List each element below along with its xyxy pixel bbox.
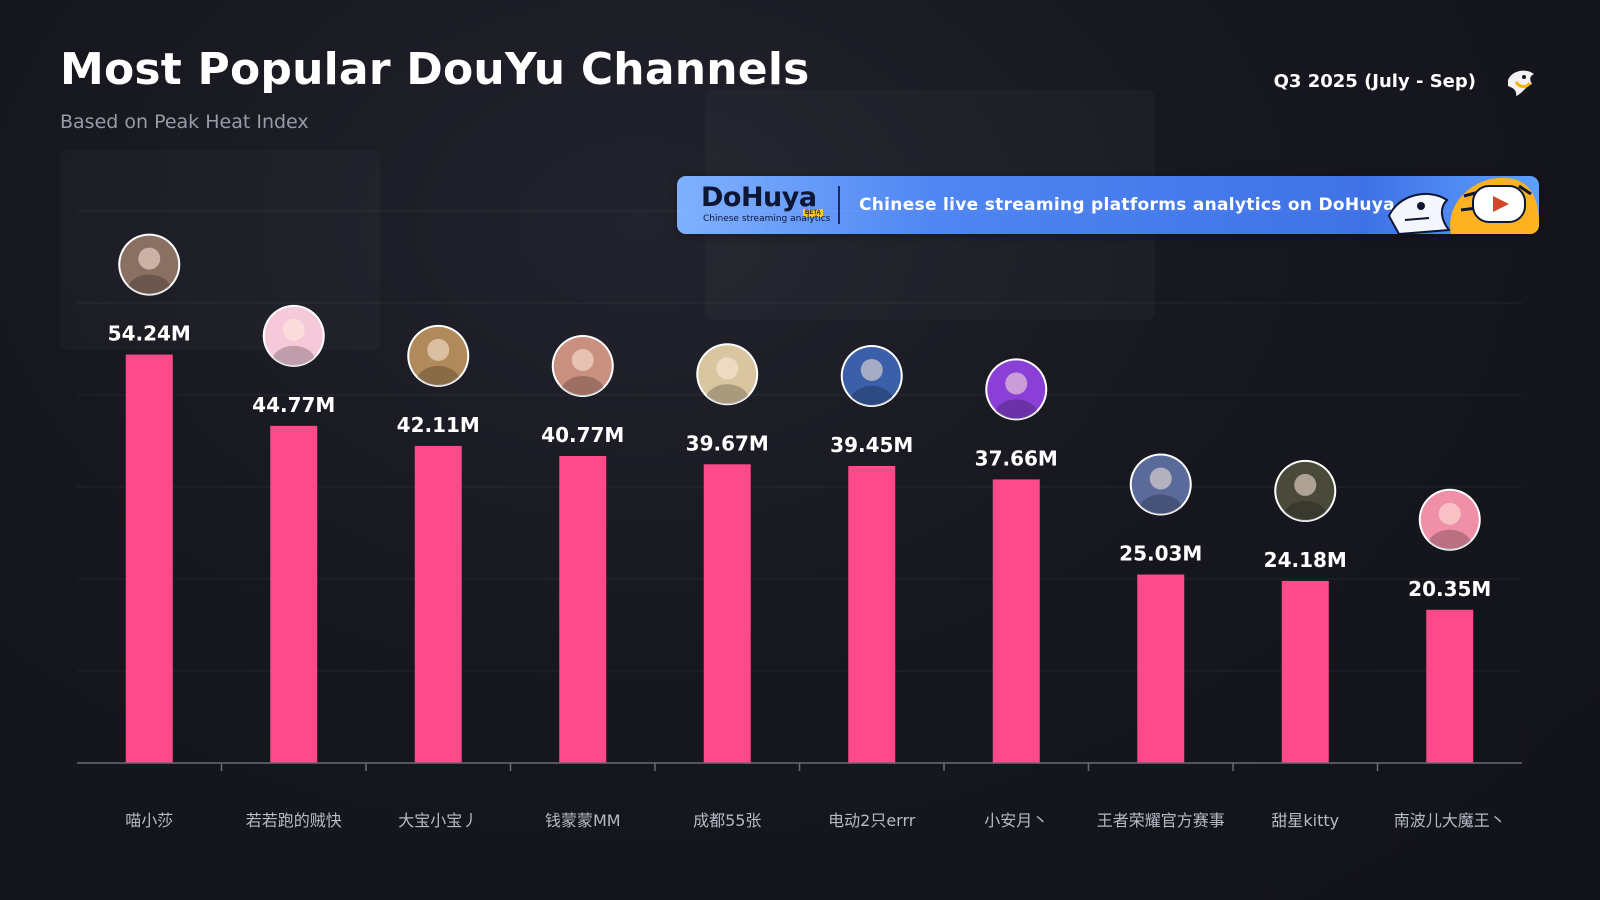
bar-value-label: 44.77M	[252, 393, 335, 417]
page-title: Most Popular DouYu Channels	[60, 44, 810, 95]
banner-link-text[interactable]: Chinese live streaming platforms analyti…	[859, 195, 1443, 215]
page-subtitle: Based on Peak Heat Index	[60, 111, 309, 133]
avatar-anime-icon[interactable]	[1418, 488, 1481, 562]
bar[interactable]	[1137, 574, 1185, 763]
bar-value-label: 25.03M	[1119, 542, 1202, 566]
category-label: 王者荣耀官方赛事	[1097, 811, 1225, 830]
bar[interactable]	[848, 465, 896, 763]
avatar-photo-icon[interactable]	[1274, 459, 1337, 533]
avatar-photo-icon[interactable]	[118, 233, 181, 307]
bar[interactable]	[559, 456, 607, 763]
category-label: 小安月丶	[984, 811, 1048, 830]
avatar-photo-icon[interactable]	[840, 344, 903, 418]
bar-value-label: 39.45M	[830, 433, 913, 457]
bar-value-label: 39.67M	[686, 431, 769, 455]
banner-tagline: Chinese streaming analytics	[703, 214, 831, 224]
shark-mascot-icon	[1508, 70, 1534, 96]
category-label: 电动2只errr	[828, 811, 916, 830]
bar[interactable]	[1281, 580, 1329, 763]
bar-value-label: 20.35M	[1408, 577, 1491, 601]
bar[interactable]	[1426, 609, 1474, 763]
avatar-kpl-logo-icon[interactable]	[1129, 453, 1192, 527]
bar[interactable]	[270, 425, 318, 763]
category-label: 喵小莎	[125, 811, 173, 830]
bar-value-label: 24.18M	[1264, 548, 1347, 572]
bar[interactable]	[125, 354, 173, 763]
category-label: 大宝小宝丿	[398, 811, 478, 830]
bar-value-label: 37.66M	[975, 446, 1058, 470]
category-label: 南波儿大魔王丶	[1394, 811, 1506, 830]
bar[interactable]	[703, 464, 751, 763]
bar-value-label: 54.24M	[108, 322, 191, 346]
avatar-dog-icon[interactable]	[696, 343, 759, 416]
avatar-pink-art-icon[interactable]	[262, 304, 325, 378]
banner-brand: DoHuya	[701, 182, 817, 213]
bar-value-label: 40.77M	[541, 423, 624, 447]
category-label: 成都55张	[693, 811, 761, 830]
bar[interactable]	[992, 479, 1040, 763]
category-label: 钱蒙蒙MM	[545, 811, 621, 830]
avatar-duo-photo-icon[interactable]	[407, 324, 470, 398]
bar-value-label: 42.11M	[397, 413, 480, 437]
bar[interactable]	[414, 445, 462, 763]
avatar-purple-art-icon[interactable]	[985, 358, 1048, 431]
banner-divider	[838, 186, 840, 224]
shark-tiger-play-icon	[1387, 177, 1539, 234]
category-label: 甜星kitty	[1271, 811, 1339, 830]
avatar-photo-icon[interactable]	[551, 335, 614, 408]
category-label: 若若跑的贼快	[246, 811, 342, 830]
period-label: Q3 2025 (July - Sep)	[1273, 71, 1476, 92]
dohuya-banner[interactable]: DoHuya BETA Chinese streaming analytics …	[677, 176, 1539, 234]
banner-beta-badge: BETA	[803, 209, 823, 217]
